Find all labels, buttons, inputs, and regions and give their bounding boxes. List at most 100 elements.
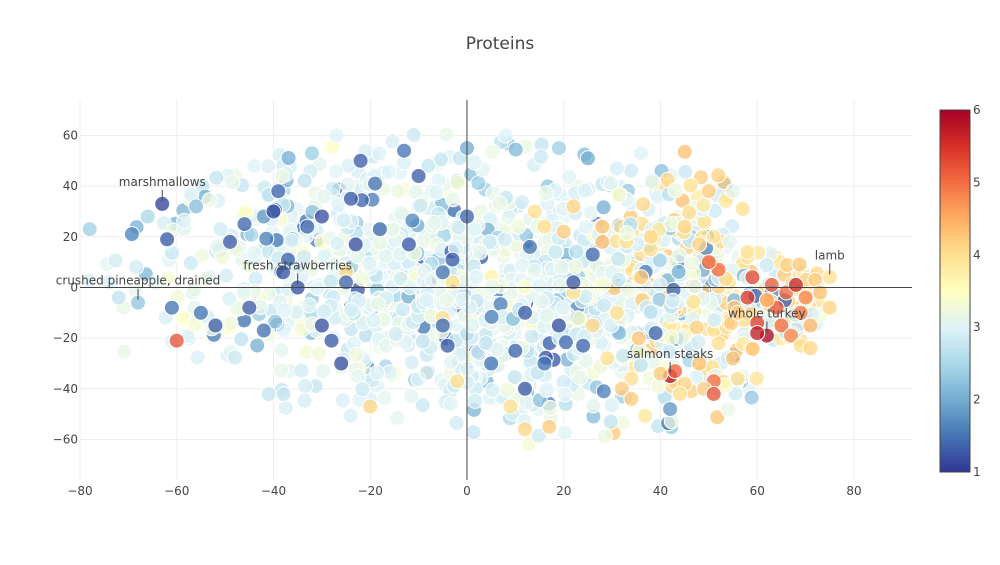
data-point [198,270,215,287]
data-point [663,216,680,233]
data-point [258,230,275,247]
data-point [309,280,326,297]
data-point [280,150,297,166]
data-point [565,198,582,215]
data-point [471,244,488,260]
data-point [316,303,333,320]
data-point [391,246,408,263]
annotation-label: fresh strawberries [243,258,352,272]
data-point [201,192,218,209]
data-point [354,270,371,287]
data-point [602,175,619,192]
data-point [260,158,277,175]
data-point [313,317,330,334]
data-point [444,274,461,291]
data-point [267,313,284,330]
data-point [168,332,185,349]
data-point [812,284,829,301]
data-point [347,236,364,253]
data-point [314,363,331,380]
data-point [400,236,417,253]
data-point [176,212,193,229]
data-point [676,218,693,235]
data-point [207,317,224,334]
colorbar-tick-label: 6 [973,103,981,117]
data-point [116,343,133,360]
data-point [323,332,340,349]
data-point [371,145,388,162]
data-point [484,143,501,160]
colorbar-ticks: 1 2 3 4 5 6 [973,103,981,479]
data-point [274,168,290,184]
data-point [595,297,612,314]
data-point [420,157,437,174]
data-point [538,185,554,202]
data-point [557,334,574,351]
data-point [275,264,292,281]
data-point [536,218,553,235]
data-point [568,243,585,260]
data-point [342,190,359,207]
y-tick-label: −60 [53,432,78,446]
data-point [139,208,156,225]
zero-lines [80,100,912,480]
data-point [293,362,310,379]
data-point [328,163,345,180]
x-tick-label: 60 [750,484,765,498]
annotation-label: crushed pineapple, drained [56,274,221,288]
data-point [445,191,462,208]
data-point [297,378,314,394]
data-point [303,145,320,162]
data-point [470,175,487,192]
data-point [682,177,699,194]
data-point [218,267,235,284]
data-point [623,390,640,407]
x-tick-label: −20 [358,484,383,498]
data-point [221,291,238,307]
data-point [468,269,485,285]
data-point [725,183,741,200]
data-point [578,352,594,369]
data-point [182,255,199,272]
data-point [226,349,243,366]
y-tick-label: −20 [53,331,78,345]
data-point [517,304,533,321]
data-point [275,386,292,402]
data-point [299,218,316,235]
x-tick-label: −40 [261,484,286,498]
data-point [235,284,252,301]
data-point [725,350,741,367]
data-point [705,228,722,245]
data-point [265,203,282,220]
data-point [433,151,449,168]
data-point [557,424,573,441]
data-point [647,325,664,342]
data-point [335,212,352,229]
data-point [270,183,287,200]
data-point [721,233,738,250]
data-point [389,409,406,426]
data-point [561,168,578,185]
data-point [595,276,612,293]
data-point [328,127,345,144]
data-point [449,373,466,390]
data-point [614,347,631,364]
data-point [233,331,250,348]
data-point [372,235,389,251]
data-point [652,365,669,382]
data-point [403,387,420,404]
data-point [542,399,559,416]
data-point [338,274,354,291]
data-point [664,292,681,309]
data-point [418,365,435,381]
data-point [739,289,756,306]
data-point [787,276,804,293]
data-point [517,421,533,438]
data-point [783,327,800,344]
data-point [222,233,238,250]
data-point [556,386,573,403]
data-point [623,370,640,387]
data-point [481,234,498,251]
data-point [333,355,350,372]
y-axis-ticks: −60 −40 −20 0 20 40 60 [53,128,78,446]
